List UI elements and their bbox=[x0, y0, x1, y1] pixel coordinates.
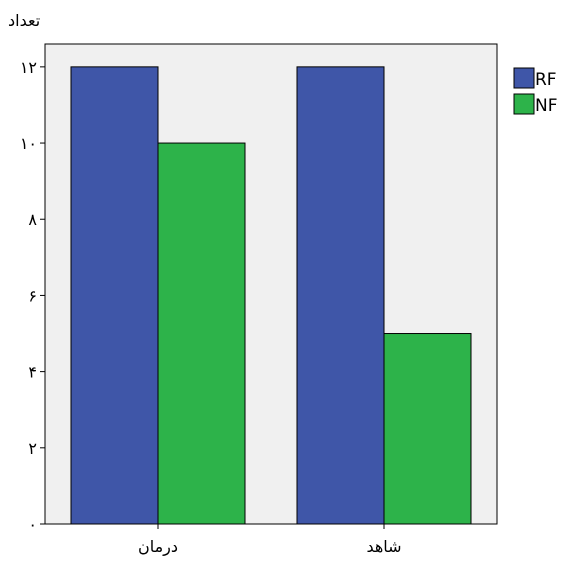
bar-rf-1 bbox=[70, 66, 159, 525]
legend: RF NF bbox=[513, 67, 558, 116]
legend-label-nf: NF bbox=[535, 96, 558, 116]
x-tick-label: شاهد bbox=[366, 537, 401, 556]
y-tick-label: ۴ bbox=[28, 363, 37, 382]
legend-label-rf: RF bbox=[535, 70, 557, 90]
bar-rf-2 bbox=[296, 66, 385, 525]
legend-swatch-rf bbox=[513, 67, 535, 89]
bars-group bbox=[70, 66, 472, 525]
bar-nf-2 bbox=[383, 333, 472, 525]
x-axis: درمان شاهد bbox=[138, 524, 402, 557]
y-axis: ۰ ۲ ۴ ۶ ۸ ۱۰ ۱۲ bbox=[20, 58, 45, 534]
y-tick-label: ۲ bbox=[28, 439, 37, 458]
y-tick-label: ۱۰ bbox=[20, 134, 37, 153]
y-tick-label: ۰ bbox=[28, 515, 37, 534]
legend-swatch-nf bbox=[513, 93, 535, 115]
y-tick-label: ۶ bbox=[28, 286, 37, 305]
x-tick-label: درمان bbox=[138, 537, 178, 557]
y-tick-label: ۱۲ bbox=[20, 58, 37, 77]
y-tick-label: ۸ bbox=[28, 210, 37, 229]
bar-nf-1 bbox=[157, 142, 246, 525]
y-axis-label: تعداد bbox=[8, 11, 40, 30]
